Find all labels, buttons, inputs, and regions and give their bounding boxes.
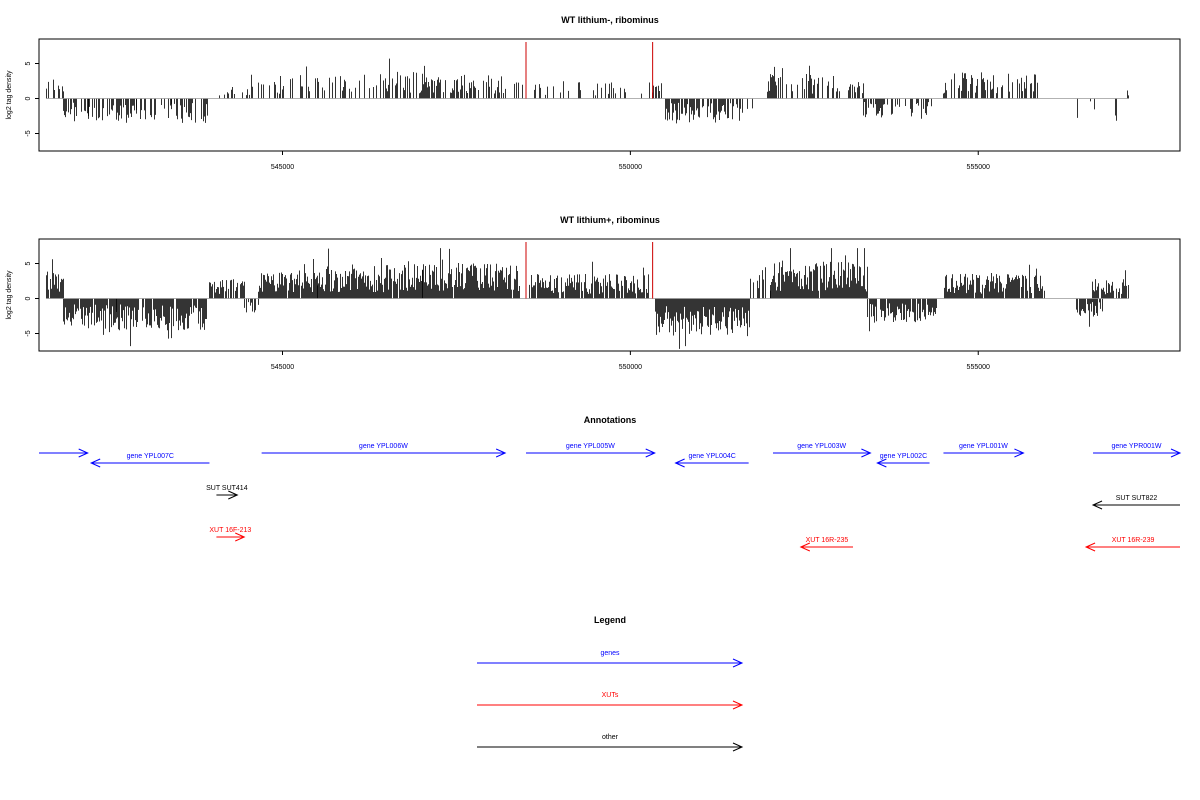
x-tick-label-0: 545000 xyxy=(271,364,294,371)
y-tick-label-1: 0 xyxy=(25,296,32,300)
track-panel-lithium-minus: WT lithium-, ribominus log2 tag density … xyxy=(6,15,1181,171)
feature-label-6: gene YPL002C xyxy=(880,453,927,460)
legend-title: Legend xyxy=(594,615,626,625)
track-panel-lithium-plus: WT lithium+, ribominus log2 tag density … xyxy=(6,215,1181,371)
feature-arrow-2 xyxy=(261,448,507,458)
legend-arrow-other xyxy=(477,742,744,752)
marker-lines xyxy=(525,242,654,299)
feature-arrow-9 xyxy=(216,490,239,500)
legend: Legend genes XUTs other xyxy=(477,615,744,752)
x-axis: 545000 550000 555000 xyxy=(271,351,990,371)
feature-label-3: gene YPL005W xyxy=(566,443,615,450)
feature-label-8: gene YPR001W xyxy=(1111,443,1161,450)
legend-label-xut: XUTs xyxy=(602,692,619,699)
feature-arrow-12 xyxy=(799,542,854,552)
feature-label-1: gene YPL007C xyxy=(127,453,174,460)
y-tick-label-1: 0 xyxy=(25,96,32,100)
legend-arrow-gene xyxy=(477,658,744,668)
feature-arrow-8 xyxy=(1093,448,1182,458)
feature-arrow-7 xyxy=(943,448,1025,458)
feature-arrow-11 xyxy=(216,532,246,542)
feature-arrow-13 xyxy=(1084,542,1180,552)
track-title: WT lithium-, ribominus xyxy=(561,15,659,25)
feature-label-9: SUT SUT414 xyxy=(206,485,248,492)
annotations-title: Annotations xyxy=(584,415,637,425)
y-tick-label-2: 5 xyxy=(25,261,32,265)
y-axis: -5 0 5 xyxy=(25,61,40,137)
feature-arrow-1 xyxy=(89,458,210,468)
legend-items: genes XUTs other xyxy=(477,650,744,752)
density-bars xyxy=(46,58,1129,124)
legend-arrow-xut xyxy=(477,700,744,710)
feature-arrows: gene YPL007C gene YPL006W gene YPL005W gene… xyxy=(39,443,1182,552)
feature-label-2: gene YPL006W xyxy=(359,443,408,450)
feature-label-4: gene YPL004C xyxy=(688,453,735,460)
feature-label-13: XUT 16R-239 xyxy=(1112,537,1155,544)
feature-arrow-6 xyxy=(876,458,930,468)
feature-label-10: SUT SUT822 xyxy=(1116,495,1158,502)
y-tick-label-0: -5 xyxy=(25,330,32,336)
y-tick-label-0: -5 xyxy=(25,130,32,136)
track-title: WT lithium+, ribominus xyxy=(560,215,660,225)
x-axis: 545000 550000 555000 xyxy=(271,151,990,171)
feature-arrow-3 xyxy=(526,448,656,458)
x-tick-label-0: 545000 xyxy=(271,164,294,171)
feature-label-5: gene YPL003W xyxy=(797,443,846,450)
marker-lines xyxy=(525,42,654,99)
feature-label-12: XUT 16R-235 xyxy=(806,537,849,544)
legend-label-other: other xyxy=(602,734,619,741)
feature-arrow-5 xyxy=(772,448,872,458)
y-axis-label: log2 tag density xyxy=(6,70,13,120)
y-axis: -5 0 5 xyxy=(25,261,40,337)
y-tick-label-2: 5 xyxy=(25,61,32,65)
y-axis-label: log2 tag density xyxy=(6,270,13,320)
feature-arrow-4 xyxy=(674,458,749,468)
x-tick-label-2: 555000 xyxy=(967,364,990,371)
legend-label-gene: genes xyxy=(600,650,620,657)
feature-label-7: gene YPL001W xyxy=(959,443,1008,450)
feature-arrow-10 xyxy=(1091,500,1180,510)
x-tick-label-2: 555000 xyxy=(967,164,990,171)
density-bars xyxy=(46,248,1129,349)
x-tick-label-1: 550000 xyxy=(619,164,642,171)
feature-label-11: XUT 16F-213 xyxy=(209,527,251,534)
feature-arrow-0 xyxy=(39,448,89,458)
x-tick-label-1: 550000 xyxy=(619,364,642,371)
